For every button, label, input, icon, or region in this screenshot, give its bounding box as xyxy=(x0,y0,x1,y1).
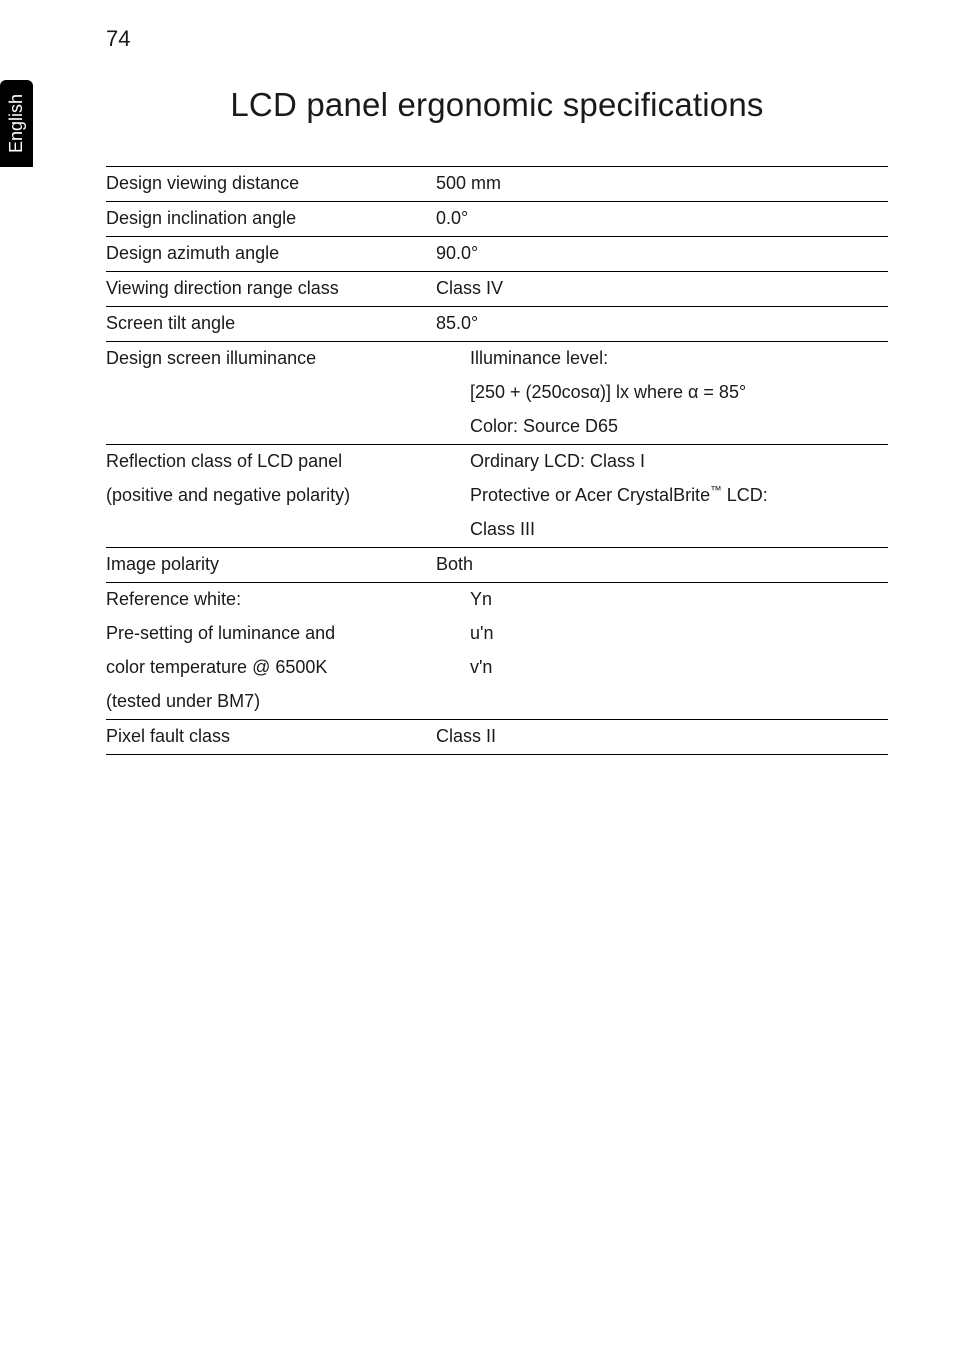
spec-label: Reflection class of LCD panel xyxy=(106,445,436,480)
spec-line: Protective or Acer CrystalBrite™ LCD: xyxy=(436,482,888,509)
table-row: Design inclination angle 0.0° xyxy=(106,202,888,237)
spec-line: Illuminance level: xyxy=(436,345,888,372)
spec-label: Image polarity xyxy=(106,548,436,583)
spec-value: 0.0° xyxy=(436,202,888,237)
spec-label: Design viewing distance xyxy=(106,167,436,202)
table-row: (tested under BM7) xyxy=(106,685,888,720)
spec-label: color temperature @ 6500K xyxy=(106,651,436,685)
language-tab: English xyxy=(0,80,33,167)
page-content: LCD panel ergonomic specifications Desig… xyxy=(106,86,888,755)
table-row: (positive and negative polarity) Protect… xyxy=(106,479,888,513)
spec-label: Design inclination angle xyxy=(106,202,436,237)
table-row: Design viewing distance 500 mm xyxy=(106,167,888,202)
table-row: Screen tilt angle 85.0° xyxy=(106,307,888,342)
spec-label: Viewing direction range class xyxy=(106,272,436,307)
spec-label: Design azimuth angle xyxy=(106,237,436,272)
spec-line: Yn xyxy=(436,586,888,613)
spec-label: Design screen illuminance xyxy=(106,342,436,377)
table-row: Design azimuth angle 90.0° xyxy=(106,237,888,272)
spec-label: Pixel fault class xyxy=(106,720,436,755)
page-title: LCD panel ergonomic specifications xyxy=(106,86,888,124)
table-row: Pre-setting of luminance and u'n xyxy=(106,617,888,651)
table-row: Color: Source D65 xyxy=(106,410,888,445)
spec-line: Color: Source D65 xyxy=(436,413,888,440)
spec-value: 90.0° xyxy=(436,237,888,272)
table-row: Pixel fault class Class II xyxy=(106,720,888,755)
spec-value: 500 mm xyxy=(436,167,888,202)
table-row: Image polarity Both xyxy=(106,548,888,583)
table-row: Class III xyxy=(106,513,888,548)
spec-label: (tested under BM7) xyxy=(106,685,436,720)
table-row: color temperature @ 6500K v'n xyxy=(106,651,888,685)
table-row: Reference white: Yn xyxy=(106,583,888,618)
table-row: Reflection class of LCD panel Ordinary L… xyxy=(106,445,888,480)
table-row: Viewing direction range class Class IV xyxy=(106,272,888,307)
spec-line: v'n xyxy=(436,654,888,681)
spec-value: Illuminance level: xyxy=(436,342,888,377)
table-row: Design screen illuminance Illuminance le… xyxy=(106,342,888,377)
spec-label: Pre-setting of luminance and xyxy=(106,617,436,651)
spec-label: Reference white: xyxy=(106,583,436,618)
spec-line: u'n xyxy=(436,620,888,647)
spec-value: Class II xyxy=(436,720,888,755)
spec-value: 85.0° xyxy=(436,307,888,342)
spec-label: Screen tilt angle xyxy=(106,307,436,342)
spec-value: Both xyxy=(436,548,888,583)
spec-value: Class IV xyxy=(436,272,888,307)
spec-label: (positive and negative polarity) xyxy=(106,479,436,513)
page-number: 74 xyxy=(106,26,130,52)
table-row: [250 + (250cosα)] lx where α = 85° xyxy=(106,376,888,410)
spec-line: [250 + (250cosα)] lx where α = 85° xyxy=(436,379,888,406)
spec-table: Design viewing distance 500 mm Design in… xyxy=(106,166,888,755)
spec-line: Class III xyxy=(436,516,888,543)
spec-line: Ordinary LCD: Class I xyxy=(436,448,888,475)
